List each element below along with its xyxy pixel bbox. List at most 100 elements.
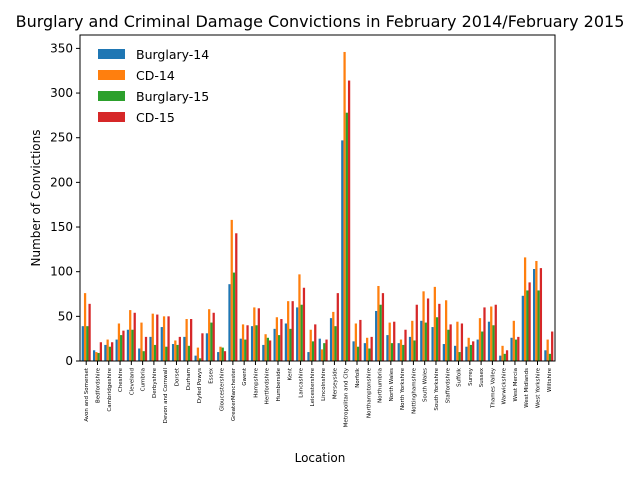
bar-burglary-15-7: [165, 346, 168, 361]
bar-cd-15-40: [539, 268, 543, 361]
bar-burglary-15-4: [131, 329, 134, 361]
bar-burglary-15-25: [368, 348, 371, 361]
bar-burglary-15-13: [232, 272, 236, 361]
bar-burglary-14-24: [352, 341, 355, 361]
x-tick-label: South Wales: [423, 368, 429, 402]
bar-burglary-14-37: [499, 355, 502, 361]
bar-cd-15-36: [494, 304, 497, 361]
bar-burglary-14-20: [307, 352, 310, 361]
bar-cd-15-32: [449, 324, 452, 361]
bars-layer: [81, 51, 554, 362]
bar-burglary-15-12: [221, 347, 224, 361]
x-tick-label: Dyfed Powys: [197, 368, 203, 403]
bar-cd-15-5: [144, 336, 148, 361]
bar-cd-15-1: [99, 342, 102, 361]
bar-cd-14-6: [151, 313, 154, 361]
bar-cd-14-31: [433, 286, 436, 361]
bar-cd-14-18: [287, 301, 290, 361]
bar-burglary-14-13: [228, 284, 231, 361]
bar-burglary-15-30: [424, 322, 427, 361]
bar-cd-14-27: [388, 322, 391, 361]
y-tick-label: 350: [50, 41, 73, 55]
bar-burglary-14-29: [408, 336, 412, 361]
bar-cd-14-26: [377, 285, 380, 361]
bar-burglary-15-32: [447, 329, 450, 361]
bar-burglary-14-9: [183, 336, 186, 361]
legend-label-burglary-14: Burglary-14: [136, 47, 209, 62]
x-tick-label: West Yorkshire: [536, 367, 542, 408]
bar-burglary-14-38: [510, 337, 513, 361]
bar-cd-14-13: [230, 219, 233, 361]
bar-burglary-14-40: [533, 269, 536, 361]
legend-swatch-cd-15: [98, 112, 125, 122]
bar-cd-15-19: [302, 287, 306, 361]
bar-burglary-14-12: [217, 352, 220, 361]
x-tick-label: Lancashire: [299, 367, 305, 397]
x-tick-label: South Yorkshire: [434, 367, 440, 410]
plot-frame: [79, 34, 556, 362]
bar-cd-15-35: [483, 307, 486, 361]
x-tick-label: Norfolk: [355, 367, 361, 388]
bar-cd-14-4: [129, 310, 132, 361]
bar-burglary-15-21: [323, 343, 326, 361]
bar-burglary-14-7: [160, 327, 163, 361]
y-tick-label: 0: [65, 354, 73, 368]
bar-burglary-15-20: [311, 341, 315, 361]
bar-cd-14-36: [490, 306, 493, 361]
bar-burglary-14-32: [442, 344, 445, 361]
bar-cd-15-25: [370, 336, 373, 361]
x-tick-label: Derbyshire: [152, 367, 158, 398]
bar-burglary-15-26: [379, 304, 382, 361]
bar-cd-14-15: [253, 307, 256, 361]
bar-burglary-14-8: [171, 344, 175, 361]
bar-burglary-15-6: [153, 344, 157, 361]
bar-cd-14-3: [117, 323, 121, 361]
bar-burglary-14-23: [341, 140, 344, 361]
bar-burglary-14-17: [273, 328, 276, 361]
bar-burglary-14-27: [386, 335, 389, 361]
y-tick-label: 250: [50, 131, 73, 145]
bar-burglary-15-35: [481, 331, 484, 361]
bar-burglary-15-19: [300, 304, 303, 361]
bar-cd-15-11: [212, 312, 215, 361]
y-tick-label: 200: [50, 175, 73, 189]
x-tick-label: West Mercia: [513, 368, 519, 401]
bar-cd-14-10: [196, 347, 200, 361]
bar-burglary-14-4: [126, 329, 130, 361]
x-tick-label: Hampshire: [253, 367, 259, 397]
bar-cd-15-10: [201, 333, 204, 361]
x-axis-label: Location: [295, 451, 346, 465]
bar-burglary-15-33: [458, 352, 461, 361]
bar-cd-15-28: [404, 329, 407, 361]
bar-cd-15-13: [235, 233, 238, 361]
bar-cd-14-1: [95, 352, 98, 361]
x-tick-label: GreaterManchester: [231, 367, 237, 421]
x-tick-label: Devon and Cornwall: [163, 368, 169, 424]
bar-cd-14-34: [467, 337, 470, 361]
y-tick-label: 50: [58, 309, 73, 323]
chart-title: Burglary and Criminal Damage Convictions…: [16, 12, 625, 31]
bar-cd-14-23: [343, 51, 346, 361]
bar-cd-15-14: [246, 325, 249, 361]
bar-burglary-14-14: [239, 338, 242, 361]
x-tick-label: Northamptonshire: [366, 367, 372, 418]
bar-cd-14-20: [309, 329, 312, 361]
bar-burglary-14-1: [92, 350, 96, 361]
bar-burglary-15-0: [86, 326, 89, 361]
bar-cd-14-12: [219, 346, 222, 361]
bar-cd-14-29: [411, 320, 414, 361]
bar-burglary-14-30: [420, 320, 423, 361]
bar-burglary-15-39: [526, 290, 529, 361]
bar-cd-14-33: [456, 321, 459, 361]
bar-burglary-14-18: [284, 323, 288, 361]
bar-cd-15-29: [415, 304, 418, 361]
bar-burglary-14-3: [115, 339, 118, 361]
bar-cd-15-3: [122, 330, 125, 361]
bar-cd-15-22: [336, 293, 339, 361]
x-tick-label: Nottinghamshire: [411, 367, 417, 414]
legend-swatch-burglary-14: [98, 49, 125, 59]
legend-label-burglary-15: Burglary-15: [136, 89, 209, 104]
legend-label-cd-14: CD-14: [136, 68, 175, 83]
bar-burglary-15-36: [492, 325, 495, 361]
bar-burglary-14-39: [521, 295, 524, 361]
